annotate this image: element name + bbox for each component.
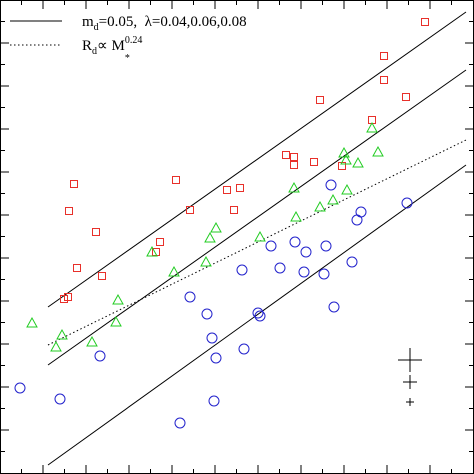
circle-point bbox=[252, 307, 264, 319]
triangle-point bbox=[352, 156, 364, 168]
square-point bbox=[223, 186, 231, 194]
legend-text: * bbox=[125, 53, 130, 64]
circle-point bbox=[94, 350, 106, 362]
circle-point bbox=[201, 308, 213, 320]
square-point bbox=[230, 206, 238, 214]
legend-label: md=0.05, λ=0.04,0.06,0.08 bbox=[82, 14, 247, 33]
triangle-point bbox=[290, 210, 302, 222]
square-point bbox=[380, 76, 388, 84]
square-point bbox=[70, 180, 78, 188]
square-point bbox=[282, 151, 290, 159]
square-point bbox=[380, 52, 388, 60]
circle-point bbox=[208, 395, 220, 407]
square-point bbox=[172, 176, 180, 184]
circle-point bbox=[174, 417, 186, 429]
triangle-point bbox=[204, 231, 216, 243]
circle-point bbox=[210, 352, 222, 364]
circle-point bbox=[318, 268, 330, 280]
circle-point bbox=[265, 240, 277, 252]
circle-point bbox=[328, 301, 340, 313]
square-point bbox=[316, 96, 324, 104]
square-point bbox=[73, 264, 81, 272]
triangle-point bbox=[112, 293, 124, 305]
legend-text: 0.24 bbox=[125, 35, 143, 46]
triangle-point bbox=[338, 146, 350, 158]
square-point bbox=[156, 238, 164, 246]
triangle-point bbox=[288, 181, 300, 193]
legend-label: Rd∝ M0.24 * bbox=[82, 35, 142, 64]
circle-point bbox=[289, 236, 301, 248]
triangle-point bbox=[200, 255, 212, 267]
triangle-point bbox=[50, 340, 62, 352]
triangle-point bbox=[56, 328, 68, 340]
triangle-point bbox=[372, 145, 384, 157]
model-line bbox=[47, 11, 467, 308]
triangle-point bbox=[340, 153, 352, 165]
triangle-point bbox=[327, 193, 339, 205]
circle-point bbox=[298, 266, 310, 278]
triangle-point bbox=[146, 245, 158, 257]
legend-text: m bbox=[82, 14, 94, 30]
triangle-point bbox=[26, 316, 38, 328]
circle-point bbox=[320, 240, 332, 252]
square-point bbox=[402, 93, 410, 101]
error-crosses bbox=[398, 348, 422, 406]
legend-text: R bbox=[82, 38, 92, 54]
circle-point bbox=[351, 214, 363, 226]
legend-text: =0.05, λ=0.04,0.06,0.08 bbox=[99, 14, 247, 30]
triangle-point bbox=[168, 265, 180, 277]
legend-text: d bbox=[94, 22, 99, 33]
model-line bbox=[47, 69, 467, 366]
circle-point bbox=[184, 291, 196, 303]
square-point bbox=[186, 206, 194, 214]
square-point bbox=[290, 153, 298, 161]
circle-point bbox=[274, 262, 286, 274]
triangle-point bbox=[86, 335, 98, 347]
square-point bbox=[65, 207, 73, 215]
square-point bbox=[98, 272, 106, 280]
square-point bbox=[290, 161, 298, 169]
square-point bbox=[92, 228, 100, 236]
square-point bbox=[60, 295, 68, 303]
triangle-point bbox=[314, 200, 326, 212]
square-point bbox=[236, 184, 244, 192]
circle-point bbox=[300, 246, 312, 258]
square-point bbox=[421, 18, 429, 26]
circle-point bbox=[14, 382, 26, 394]
legend-text: d bbox=[92, 46, 97, 57]
triangle-point bbox=[210, 221, 222, 233]
triangle-point bbox=[110, 315, 122, 327]
circle-point bbox=[238, 343, 250, 355]
circle-point bbox=[346, 256, 358, 268]
circle-point bbox=[401, 197, 413, 209]
circle-point bbox=[206, 332, 218, 344]
legend-text: ∝ M bbox=[97, 38, 125, 54]
model-line bbox=[47, 139, 467, 346]
triangle-point bbox=[254, 230, 266, 242]
triangle-point bbox=[366, 121, 378, 133]
model-line bbox=[47, 164, 467, 466]
triangle-point bbox=[341, 183, 353, 195]
circle-point bbox=[236, 264, 248, 276]
square-point bbox=[310, 158, 318, 166]
circle-point bbox=[54, 393, 66, 405]
circle-point bbox=[254, 310, 266, 322]
circle-point bbox=[325, 179, 337, 191]
